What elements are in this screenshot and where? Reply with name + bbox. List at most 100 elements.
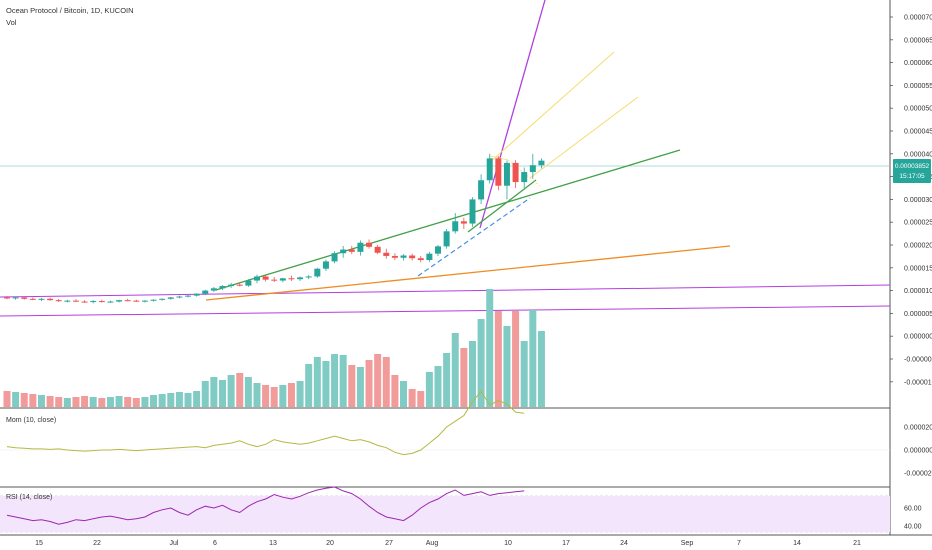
price-tick-label: -0.00001000 [904,379,932,386]
candle-body [47,298,54,301]
volume-bar [503,326,511,407]
date-tick-label: Sep [681,540,694,547]
volume-bar [55,397,63,407]
momentum-axis[interactable]: 0.00002000 0.00000000 -0.00002000 [904,425,932,478]
volume-bar [460,348,468,407]
volume-bar [365,360,373,407]
candle-body [253,276,260,281]
volume-bar [72,397,80,407]
volume-bar [537,331,545,407]
candle-body [529,165,536,173]
bar-countdown: 15:17:05 [899,173,925,180]
candle-body [159,298,166,300]
volume-bar [201,381,209,407]
candle-body [374,246,381,253]
momentum-line [6,390,525,456]
candle-body [288,278,295,280]
price-tick-label: 0.00000500 [904,311,932,318]
candle-body [460,221,467,224]
momentum-panel-label: Mom (10, close) [6,417,56,424]
price-tick-label: -0.00000500 [904,357,932,364]
candle-body [4,297,10,299]
blue-dashed-projection [417,197,531,277]
volume-bar [219,380,226,407]
price-tick-label: 0.00000000 [904,334,932,341]
price-tick-label: 0.00002000 [904,243,932,250]
purple-steep-trendline [479,0,546,229]
green-trendline-segment [467,179,537,233]
candle-body [383,252,390,256]
drawing-tools[interactable] [0,0,891,317]
date-tick-label: 14 [793,540,801,547]
volume-bar [244,377,252,407]
candle-body [202,290,209,294]
candle-body [512,162,519,183]
candle-body [72,300,79,302]
volume-bar [262,385,270,407]
volume-bar [313,357,321,407]
date-tick-label: 24 [620,540,628,547]
candle-body [426,253,433,261]
volume-bar [63,398,71,407]
volume-bar [46,396,54,407]
candle-body [452,221,459,232]
rsi-axis[interactable]: 60.00 40.00 [904,506,922,531]
volume-bar [296,381,304,407]
candle-body [90,301,97,303]
rsi-line [6,486,525,525]
candle-body [297,277,304,280]
candle-body [469,199,476,224]
price-axis[interactable]: 0.00007000 0.00006500 0.00006000 0.00005500… [890,15,932,387]
candle-body [107,301,114,303]
candle-body [503,162,510,186]
price-tick-label: 0.00006000 [904,60,932,67]
candle-body [98,301,105,303]
last-price-badge: 0.00003852 15:17:05 [893,159,931,183]
volume-bar [425,372,433,407]
volume-bar [167,393,175,407]
price-tick-label: 0.00006500 [904,37,932,44]
volume-series [3,289,545,407]
candle-body [340,249,347,254]
volume-bar [89,397,97,407]
green-trendline-upper [215,149,681,291]
candle-body [443,231,450,247]
volume-bar [529,310,537,407]
volume-bar [520,341,528,407]
volume-bar [132,398,140,407]
date-tick-label: 17 [562,540,570,547]
volume-bar [322,361,330,407]
volume-bar [512,311,520,407]
yellow-fan-upper [489,51,615,163]
purple-horizontal-lower [0,305,891,317]
candle-body [366,242,373,247]
volume-bar [443,353,451,407]
volume-bar [417,391,425,407]
volume-bar [106,397,114,407]
volume-bar [193,391,201,407]
volume-bar [3,391,11,407]
volume-bar [98,398,106,407]
candle-body [391,255,398,258]
volume-bar [451,333,459,407]
volume-bar [434,366,442,407]
yellow-fan-lower [529,96,639,179]
candle-body [305,276,312,278]
price-tick-label: 0.00005000 [904,106,932,113]
time-axis[interactable]: 15 22 Jul 6 13 20 27 Aug 10 17 24 Sep 7 14 21 [35,540,861,547]
purple-horizontal-upper [0,284,891,298]
volume-bar [253,383,261,407]
candle-body [314,268,321,277]
volume-bar [305,364,313,407]
volume-bar [115,396,123,407]
volume-bar [339,355,347,407]
date-tick-label: 21 [853,540,861,547]
price-tick-label: 0.00007000 [904,15,932,22]
candle-body [228,284,235,287]
candle-body [495,158,502,186]
volume-bar [12,392,20,407]
candle-body [435,246,441,254]
candle-body [21,297,28,299]
volume-bar [374,354,382,407]
